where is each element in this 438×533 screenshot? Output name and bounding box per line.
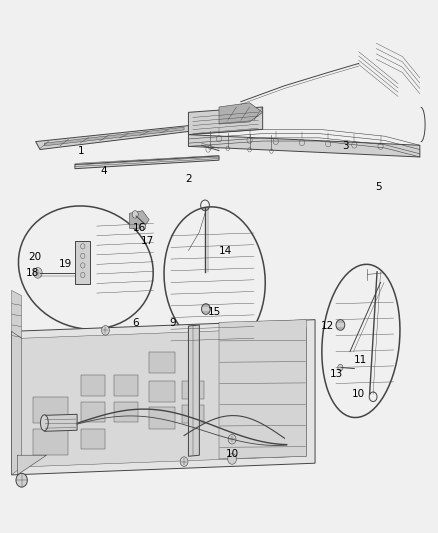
Polygon shape — [130, 211, 149, 229]
Text: 4: 4 — [100, 166, 106, 176]
Polygon shape — [44, 414, 77, 431]
Polygon shape — [188, 107, 263, 135]
Text: 1: 1 — [78, 146, 85, 156]
Polygon shape — [33, 429, 68, 455]
Text: 5: 5 — [375, 182, 381, 192]
Text: 20: 20 — [28, 252, 41, 262]
Text: 9: 9 — [169, 318, 176, 328]
Polygon shape — [219, 320, 306, 459]
Circle shape — [132, 211, 138, 218]
Polygon shape — [44, 127, 184, 146]
Polygon shape — [81, 402, 106, 422]
Circle shape — [228, 454, 237, 464]
Polygon shape — [81, 375, 106, 395]
Circle shape — [16, 473, 27, 487]
Polygon shape — [75, 241, 90, 284]
Circle shape — [33, 268, 42, 278]
Circle shape — [180, 457, 188, 466]
Polygon shape — [182, 381, 204, 399]
Polygon shape — [188, 135, 420, 157]
Polygon shape — [149, 407, 175, 429]
Circle shape — [228, 434, 236, 444]
Polygon shape — [81, 429, 106, 449]
Polygon shape — [12, 320, 315, 475]
Text: 6: 6 — [132, 318, 138, 328]
Polygon shape — [12, 332, 21, 475]
Polygon shape — [182, 405, 204, 423]
Ellipse shape — [40, 415, 48, 431]
Circle shape — [336, 320, 345, 330]
Text: 19: 19 — [59, 259, 72, 269]
Circle shape — [201, 304, 210, 314]
Polygon shape — [188, 325, 199, 456]
Polygon shape — [35, 126, 193, 150]
Text: 16: 16 — [133, 223, 146, 233]
Circle shape — [102, 326, 110, 335]
Polygon shape — [149, 381, 175, 402]
Polygon shape — [17, 455, 46, 475]
Polygon shape — [12, 290, 21, 338]
Text: 12: 12 — [321, 321, 334, 331]
Text: 15: 15 — [208, 306, 221, 317]
Polygon shape — [21, 328, 306, 467]
Text: 10: 10 — [352, 389, 365, 399]
Text: 2: 2 — [185, 174, 192, 184]
Text: 14: 14 — [219, 246, 232, 255]
Text: 18: 18 — [25, 268, 39, 278]
Text: 3: 3 — [343, 141, 349, 151]
Polygon shape — [114, 402, 138, 422]
Polygon shape — [33, 397, 68, 423]
Text: 10: 10 — [226, 449, 239, 458]
Polygon shape — [114, 375, 138, 395]
Circle shape — [338, 365, 343, 370]
Polygon shape — [149, 352, 175, 373]
Polygon shape — [75, 156, 219, 168]
Text: 13: 13 — [330, 369, 343, 379]
Text: 11: 11 — [354, 354, 367, 365]
Polygon shape — [219, 103, 263, 124]
Text: 17: 17 — [140, 236, 154, 246]
Circle shape — [140, 223, 146, 230]
